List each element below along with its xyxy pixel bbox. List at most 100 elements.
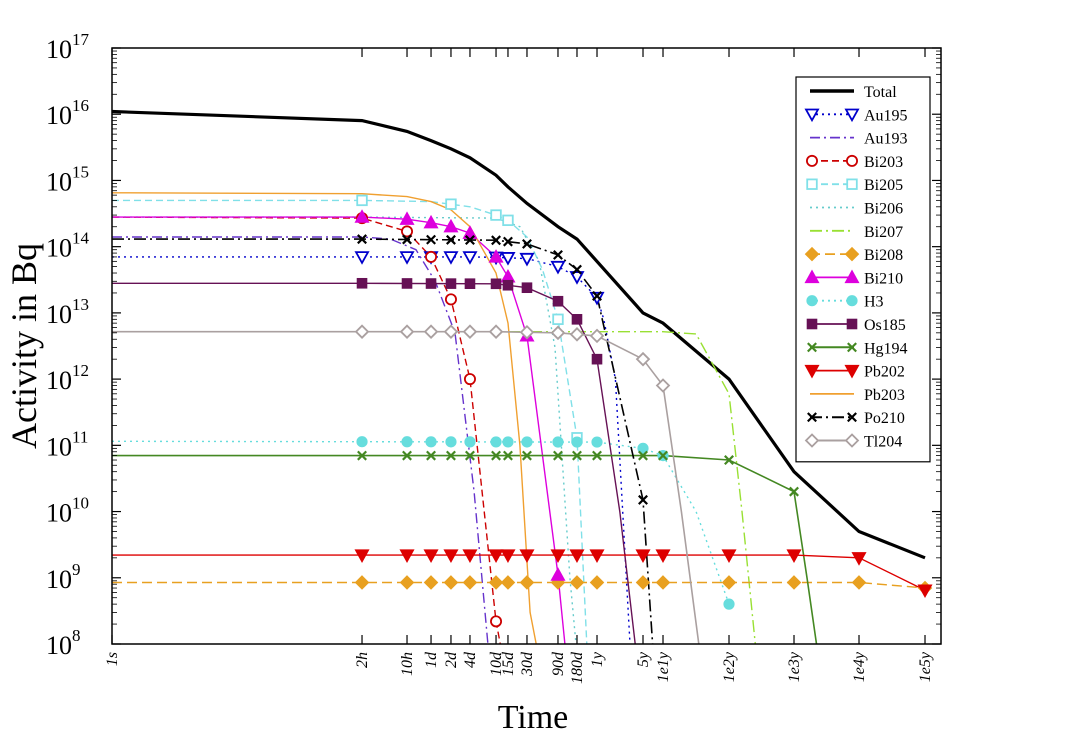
marker-bi205-1 — [445, 198, 457, 210]
marker-tl204-5 — [488, 324, 504, 339]
series-line-bi207 — [112, 331, 756, 644]
marker-pb202-4 — [462, 549, 478, 563]
marker-h3-6 — [502, 436, 514, 448]
marker-hg194-12 — [658, 450, 668, 461]
marker-hg194-9 — [572, 450, 582, 461]
marker-po210-0 — [357, 234, 367, 245]
marker-os185-8 — [552, 295, 564, 307]
legend-label-pb202: Pb202 — [864, 364, 905, 381]
x-tick-label-10: 180d — [569, 651, 586, 684]
marker-h3-2 — [425, 436, 437, 448]
marker-bi208-6 — [500, 575, 516, 590]
marker-h3-13 — [723, 598, 735, 610]
marker-hg194-0 — [357, 450, 367, 461]
marker-hg194-3 — [445, 450, 456, 461]
marker-pb202-5 — [488, 549, 504, 563]
legend-label-bi210: Bi210 — [864, 270, 903, 287]
y-tick-label-8: 1016 — [46, 96, 89, 130]
marker-au195-8 — [550, 260, 566, 275]
marker-hg194-8 — [553, 450, 563, 461]
y-tick-label-3: 1011 — [46, 427, 88, 461]
y-tick-label-1: 109 — [46, 560, 81, 594]
marker-os185-1 — [401, 278, 413, 289]
x-tick-label-3: 1d — [423, 651, 440, 668]
legend-label-pb203: Pb203 — [864, 387, 905, 404]
legend-marker-au195-0 — [804, 108, 820, 123]
marker-hg194-4 — [464, 450, 475, 461]
marker-tl204-11 — [655, 378, 671, 393]
legend-label-bi205: Bi205 — [864, 177, 903, 194]
marker-bi208-1 — [399, 575, 415, 590]
marker-pb202-10 — [589, 549, 605, 563]
legend: Total Au195 Au193 Bi203 Bi205 Bi206 Bi207 Bi208… — [795, 76, 931, 463]
marker-tl204-2 — [423, 324, 439, 339]
marker-pb202-2 — [423, 549, 439, 563]
legend-marker-hg194-0 — [807, 342, 817, 353]
y-tick-label-5: 1013 — [46, 295, 89, 329]
series-line-au193 — [112, 236, 489, 644]
marker-os185-3 — [445, 278, 457, 289]
legend-label-total: Total — [864, 84, 897, 101]
y-axis-title: Activity in Bq — [4, 243, 44, 449]
marker-po210-1 — [402, 234, 412, 245]
marker-au195-9 — [569, 271, 585, 285]
legend-marker-h3-1 — [846, 295, 858, 307]
marker-os185-6 — [502, 279, 514, 291]
marker-pb202-7 — [519, 549, 535, 563]
marker-bi205-4 — [552, 313, 564, 326]
x-tick-label-4: 2d — [443, 651, 460, 668]
y-tick-label-0: 108 — [46, 626, 81, 660]
marker-po210-2 — [426, 234, 437, 245]
marker-pb202-14 — [786, 549, 802, 563]
marker-tl204-1 — [399, 324, 415, 339]
marker-bi205-0 — [356, 194, 368, 207]
marker-hg194-6 — [502, 450, 513, 461]
marker-hg194-2 — [426, 450, 437, 461]
marker-bi208-15 — [851, 575, 867, 590]
marker-hg194-5 — [491, 450, 502, 461]
marker-bi205-3 — [502, 214, 514, 227]
marker-po210-9 — [572, 264, 582, 275]
marker-bi208-11 — [635, 575, 651, 590]
x-tick-label-16: 1e4y — [851, 651, 868, 682]
x-tick-label-12: 5y — [635, 651, 652, 667]
marker-h3-7 — [521, 436, 533, 448]
x-tick-label-17: 1e5y — [917, 651, 934, 682]
marker-pb202-12 — [655, 549, 671, 563]
x-tick-label-9: 90d — [550, 651, 567, 676]
marker-bi208-12 — [655, 575, 671, 590]
marker-au195-3 — [443, 251, 459, 265]
marker-pb202-9 — [569, 549, 585, 563]
y-tick-label-6: 1014 — [46, 229, 90, 263]
x-tick-label-0: 1s — [104, 652, 121, 666]
marker-pb202-1 — [399, 549, 415, 563]
marker-tl204-10 — [635, 351, 651, 367]
marker-bi210-0 — [354, 209, 370, 223]
marker-h3-11 — [637, 442, 649, 454]
x-tick-label-14: 1e2y — [721, 651, 738, 682]
marker-pb202-3 — [443, 549, 459, 563]
marker-po210-4 — [464, 235, 475, 246]
marker-bi208-10 — [589, 575, 605, 590]
legend-label-au193: Au193 — [864, 131, 908, 148]
marker-tl204-6 — [519, 324, 535, 340]
marker-au195-7 — [519, 252, 535, 267]
marker-os185-4 — [464, 278, 476, 289]
marker-h3-3 — [445, 436, 457, 448]
legend-marker-pb202-1 — [844, 364, 860, 379]
marker-bi208-5 — [488, 575, 504, 590]
marker-pb202-13 — [721, 549, 737, 563]
legend-label-au195: Au195 — [864, 107, 908, 124]
legend-label-bi207: Bi207 — [864, 224, 903, 241]
marker-pb202-8 — [550, 549, 566, 563]
legend-marker-h3-0 — [806, 295, 818, 307]
marker-h3-9 — [571, 436, 583, 448]
marker-bi210-8 — [550, 567, 566, 581]
legend-marker-pb202-0 — [804, 364, 820, 379]
x-tick-label-2: 10h — [399, 652, 416, 676]
x-tick-label-15: 1e3y — [786, 651, 803, 682]
marker-hg194-1 — [402, 450, 412, 461]
marker-pb202-11 — [635, 549, 651, 563]
y-axis-ticks: 108 109 1010 1011 1012 1013 1014 1015 1016 1017 — [46, 30, 941, 660]
